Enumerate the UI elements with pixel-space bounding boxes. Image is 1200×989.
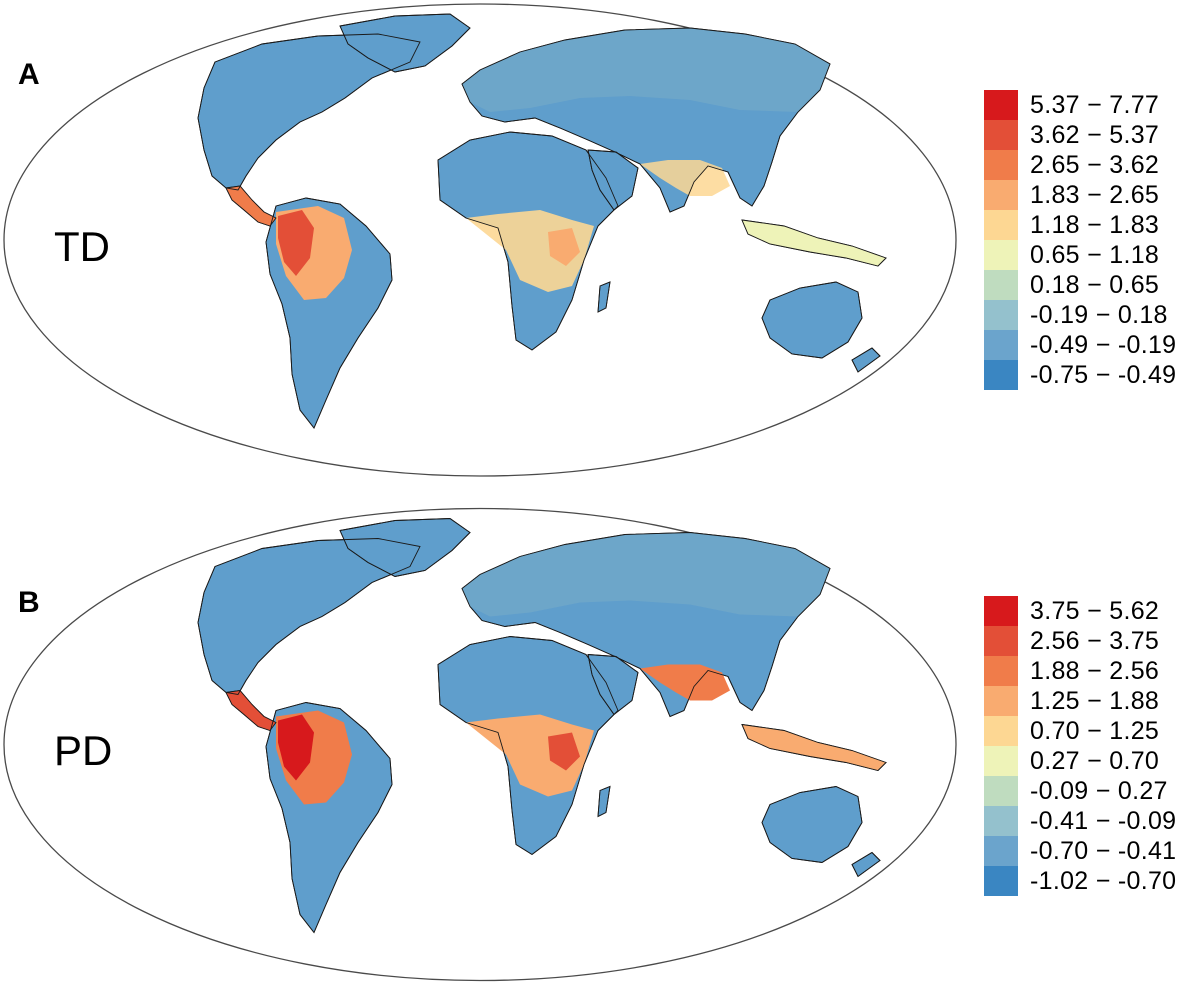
legend-swatch <box>984 270 1018 300</box>
legend-row: 3.75 − 5.62 <box>984 596 1176 626</box>
legend-swatch <box>984 776 1018 806</box>
legend-swatch <box>984 240 1018 270</box>
legend-row: -0.19 − 0.18 <box>984 300 1176 330</box>
panel-b: B PD 3.75 − 5.62 2.56 − 3.75 1.88 − 2.56 1.… <box>0 494 1200 989</box>
legend-label: 2.56 − 3.75 <box>1030 626 1160 655</box>
legend-label: 1.88 − 2.56 <box>1030 656 1160 685</box>
legend-swatch <box>984 626 1018 656</box>
legend-swatch <box>984 180 1018 210</box>
legend-swatch <box>984 90 1018 120</box>
legend-td: 5.37 − 7.77 3.62 − 5.37 2.65 − 3.62 1.83 − … <box>984 90 1176 390</box>
legend-label: -0.41 − -0.09 <box>1030 806 1177 835</box>
legend-row: -0.49 − -0.19 <box>984 330 1176 360</box>
legend-label: -1.02 − -0.70 <box>1030 866 1177 895</box>
legend-row: 1.83 − 2.65 <box>984 180 1176 210</box>
legend-swatch <box>984 120 1018 150</box>
legend-label: 0.27 − 0.70 <box>1030 746 1160 775</box>
legend-label: 5.37 − 7.77 <box>1030 90 1160 119</box>
legend-swatch <box>984 746 1018 776</box>
legend-label: 1.25 − 1.88 <box>1030 686 1160 715</box>
variable-label: TD <box>54 223 110 270</box>
legend-row: -0.75 − -0.49 <box>984 360 1176 390</box>
legend-swatch <box>984 806 1018 836</box>
legend-swatch <box>984 836 1018 866</box>
legend-label: 3.62 − 5.37 <box>1030 120 1160 149</box>
legend-swatch <box>984 360 1018 390</box>
legend-row: 0.65 − 1.18 <box>984 240 1176 270</box>
legend-swatch <box>984 596 1018 626</box>
variable-label: PD <box>54 727 113 774</box>
panel-letter: A <box>18 58 40 91</box>
legend-row: 0.70 − 1.25 <box>984 716 1176 746</box>
legend-label: -0.75 − -0.49 <box>1030 360 1177 389</box>
legend-swatch <box>984 150 1018 180</box>
legend-swatch <box>984 656 1018 686</box>
legend-row: 1.18 − 1.83 <box>984 210 1176 240</box>
legend-row: -0.70 − -0.41 <box>984 836 1176 866</box>
legend-swatch <box>984 330 1018 360</box>
legend-pd: 3.75 − 5.62 2.56 − 3.75 1.88 − 2.56 1.25 − … <box>984 596 1176 896</box>
legend-label: 0.65 − 1.18 <box>1030 240 1160 269</box>
legend-label: 3.75 − 5.62 <box>1030 596 1160 625</box>
legend-swatch <box>984 686 1018 716</box>
legend-label: 1.18 − 1.83 <box>1030 210 1160 239</box>
legend-label: -0.09 − 0.27 <box>1030 776 1168 805</box>
legend-swatch <box>984 866 1018 896</box>
legend-row: 2.56 − 3.75 <box>984 626 1176 656</box>
legend-label: 2.65 − 3.62 <box>1030 150 1160 179</box>
legend-row: -0.09 − 0.27 <box>984 776 1176 806</box>
legend-label: 0.18 − 0.65 <box>1030 270 1160 299</box>
world-map-td <box>3 3 957 477</box>
legend-row: 0.27 − 0.70 <box>984 746 1176 776</box>
legend-row: 0.18 − 0.65 <box>984 270 1176 300</box>
legend-row: -0.41 − -0.09 <box>984 806 1176 836</box>
legend-swatch <box>984 716 1018 746</box>
panel-a: A TD 5.37 − 7.77 3.62 − 5.37 2.65 − 3.62 1.… <box>0 0 1200 494</box>
legend-row: 3.62 − 5.37 <box>984 120 1176 150</box>
legend-label: -0.49 − -0.19 <box>1030 330 1177 359</box>
legend-label: 0.70 − 1.25 <box>1030 716 1160 745</box>
legend-swatch <box>984 300 1018 330</box>
legend-row: -1.02 − -0.70 <box>984 866 1176 896</box>
legend-label: -0.19 − 0.18 <box>1030 300 1168 329</box>
legend-swatch <box>984 210 1018 240</box>
legend-row: 5.37 − 7.77 <box>984 90 1176 120</box>
legend-row: 1.88 − 2.56 <box>984 656 1176 686</box>
legend-row: 2.65 − 3.62 <box>984 150 1176 180</box>
legend-row: 1.25 − 1.88 <box>984 686 1176 716</box>
panel-letter: B <box>18 586 40 619</box>
world-map-pd <box>3 507 957 982</box>
legend-label: 1.83 − 2.65 <box>1030 180 1160 209</box>
legend-label: -0.70 − -0.41 <box>1030 836 1177 865</box>
